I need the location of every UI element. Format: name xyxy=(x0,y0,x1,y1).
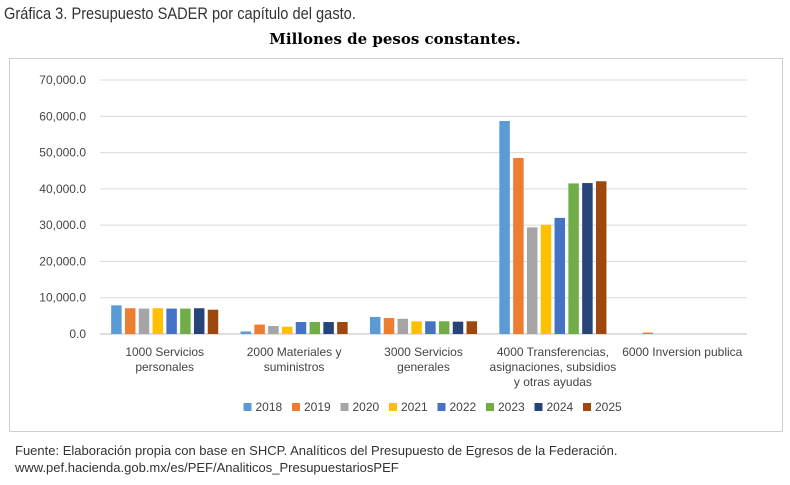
bar xyxy=(425,321,436,334)
legend-label: 2018 xyxy=(256,400,283,414)
x-category-label: 4000 Transferencias, xyxy=(497,345,609,359)
x-category-label: suministros xyxy=(264,360,325,374)
x-category-label: generales xyxy=(397,360,450,374)
legend-label: 2023 xyxy=(498,400,525,414)
bar xyxy=(309,322,321,334)
bar xyxy=(540,224,552,334)
y-tick-label: 40,000.0 xyxy=(39,182,86,196)
bar xyxy=(138,308,150,334)
legend-swatch xyxy=(340,403,349,411)
bar xyxy=(397,318,409,334)
bar xyxy=(281,326,293,334)
bar xyxy=(124,308,136,334)
bar xyxy=(452,321,464,334)
legend-label: 2025 xyxy=(595,400,622,414)
figure-caption: Gráfica 3. Presupuesto SADER por capítul… xyxy=(4,4,356,23)
bar xyxy=(642,332,654,334)
y-tick-label: 0.0 xyxy=(69,327,86,341)
bar xyxy=(166,308,177,334)
legend-swatch xyxy=(243,403,252,411)
chart-title: Millones de pesos constantes. xyxy=(269,30,521,48)
bar xyxy=(254,324,265,334)
bar xyxy=(411,321,422,334)
legend-swatch xyxy=(437,403,446,411)
bar-chart: 0.0 10,000.0 20,000.0 30,000.0 40,000.0 50,00… xyxy=(39,73,747,414)
bar xyxy=(193,308,205,334)
bar xyxy=(595,181,607,334)
y-tick-label: 30,000.0 xyxy=(39,218,86,232)
x-category-label: 1000 Servicios xyxy=(125,345,204,359)
bar xyxy=(111,305,122,334)
legend-swatch xyxy=(486,403,494,411)
bar xyxy=(323,322,334,334)
y-tick-label: 60,000.0 xyxy=(39,109,86,123)
legend-swatch xyxy=(534,403,543,411)
legend-swatch xyxy=(389,403,397,411)
bar xyxy=(568,183,579,334)
bar xyxy=(369,316,381,334)
bar xyxy=(438,321,450,334)
bar xyxy=(383,318,395,334)
legend-label: 2022 xyxy=(450,400,477,414)
bar xyxy=(268,326,279,334)
x-category-label: 2000 Materiales y xyxy=(247,345,342,359)
legend-label: 2019 xyxy=(304,400,331,414)
legend-label: 2021 xyxy=(401,400,428,414)
bar xyxy=(337,322,348,334)
bar xyxy=(554,217,566,334)
bar xyxy=(152,308,164,334)
bar xyxy=(526,227,538,334)
x-category-label: y otras ayudas xyxy=(514,375,592,389)
bar xyxy=(582,183,593,334)
bar xyxy=(180,308,191,334)
x-category-label: asignaciones, subsidios xyxy=(490,360,617,374)
y-tick-label: 70,000.0 xyxy=(39,73,86,87)
legend-swatch xyxy=(583,403,591,411)
x-category-label: personales xyxy=(135,360,194,374)
y-tick-label: 50,000.0 xyxy=(39,146,86,160)
legend-label: 2020 xyxy=(353,400,380,414)
source-note: Fuente: Elaboración propia con base en S… xyxy=(15,443,618,475)
legend-label: 2024 xyxy=(547,400,574,414)
bar xyxy=(295,322,307,334)
x-category-label: 3000 Servicios xyxy=(384,345,463,359)
bar xyxy=(240,331,252,334)
y-tick-label: 20,000.0 xyxy=(39,254,86,268)
legend-swatch xyxy=(292,403,300,411)
bar xyxy=(513,158,524,334)
x-category-label: 6000 Inversion publica xyxy=(622,345,742,359)
y-tick-label: 10,000.0 xyxy=(39,291,86,305)
bar xyxy=(466,321,478,334)
bar xyxy=(207,309,219,334)
chart-frame: 0.0 10,000.0 20,000.0 30,000.0 40,000.0 50,00… xyxy=(9,58,783,432)
bar xyxy=(499,121,510,334)
